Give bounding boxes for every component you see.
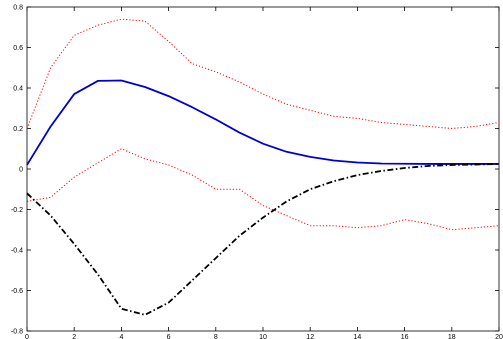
y-tick-label: -0.8 bbox=[11, 329, 23, 336]
series-line-1 bbox=[26, 79, 499, 166]
series-line-2 bbox=[26, 18, 500, 129]
tick-marks bbox=[26, 6, 500, 332]
x-tick-label: 14 bbox=[354, 334, 362, 339]
series-line-4 bbox=[26, 163, 500, 316]
y-tick-label: 0 bbox=[19, 167, 23, 174]
x-tick-label: 20 bbox=[495, 334, 503, 339]
x-tick-label: 10 bbox=[259, 334, 267, 339]
x-tick-label: 8 bbox=[214, 334, 218, 339]
x-tick-label: 0 bbox=[25, 334, 29, 339]
y-tick-label: 0.8 bbox=[13, 5, 23, 12]
x-tick-label: 4 bbox=[119, 334, 123, 339]
y-tick-label: -0.2 bbox=[11, 207, 23, 214]
y-tick-label: 0.2 bbox=[13, 126, 23, 133]
tick-labels: 0 2 4 6 8 10 12 14 16 18 20 -0.8 -0.6 -0.4 -0.2 0 0.2 0.4… bbox=[11, 5, 503, 339]
plot-frame bbox=[26, 6, 500, 332]
y-tick-label: 0.4 bbox=[13, 86, 23, 93]
x-tick-label: 18 bbox=[448, 334, 456, 339]
x-tick-label: 2 bbox=[72, 334, 76, 339]
x-tick-label: 12 bbox=[306, 334, 314, 339]
y-tick-label: -0.4 bbox=[11, 248, 23, 255]
y-tick-label: 0.6 bbox=[13, 45, 23, 52]
x-tick-label: 6 bbox=[167, 334, 171, 339]
x-tick-label: 16 bbox=[401, 334, 409, 339]
series-lines bbox=[26, 18, 500, 316]
y-tick-label: -0.6 bbox=[11, 288, 23, 295]
